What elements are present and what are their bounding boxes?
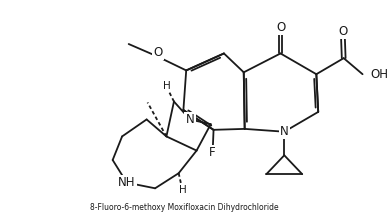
Text: N: N <box>280 125 289 138</box>
Text: O: O <box>338 25 347 38</box>
Text: O: O <box>276 21 285 34</box>
Text: N: N <box>185 113 194 126</box>
Text: O: O <box>153 46 163 59</box>
Text: H: H <box>163 82 170 91</box>
Text: F: F <box>209 146 216 159</box>
Text: 8-Fluoro-6-methoxy Moxifloxacin Dihydrochloride: 8-Fluoro-6-methoxy Moxifloxacin Dihydroc… <box>90 203 279 212</box>
Text: OH: OH <box>370 68 388 81</box>
Text: H: H <box>178 185 186 195</box>
Text: NH: NH <box>118 176 135 189</box>
